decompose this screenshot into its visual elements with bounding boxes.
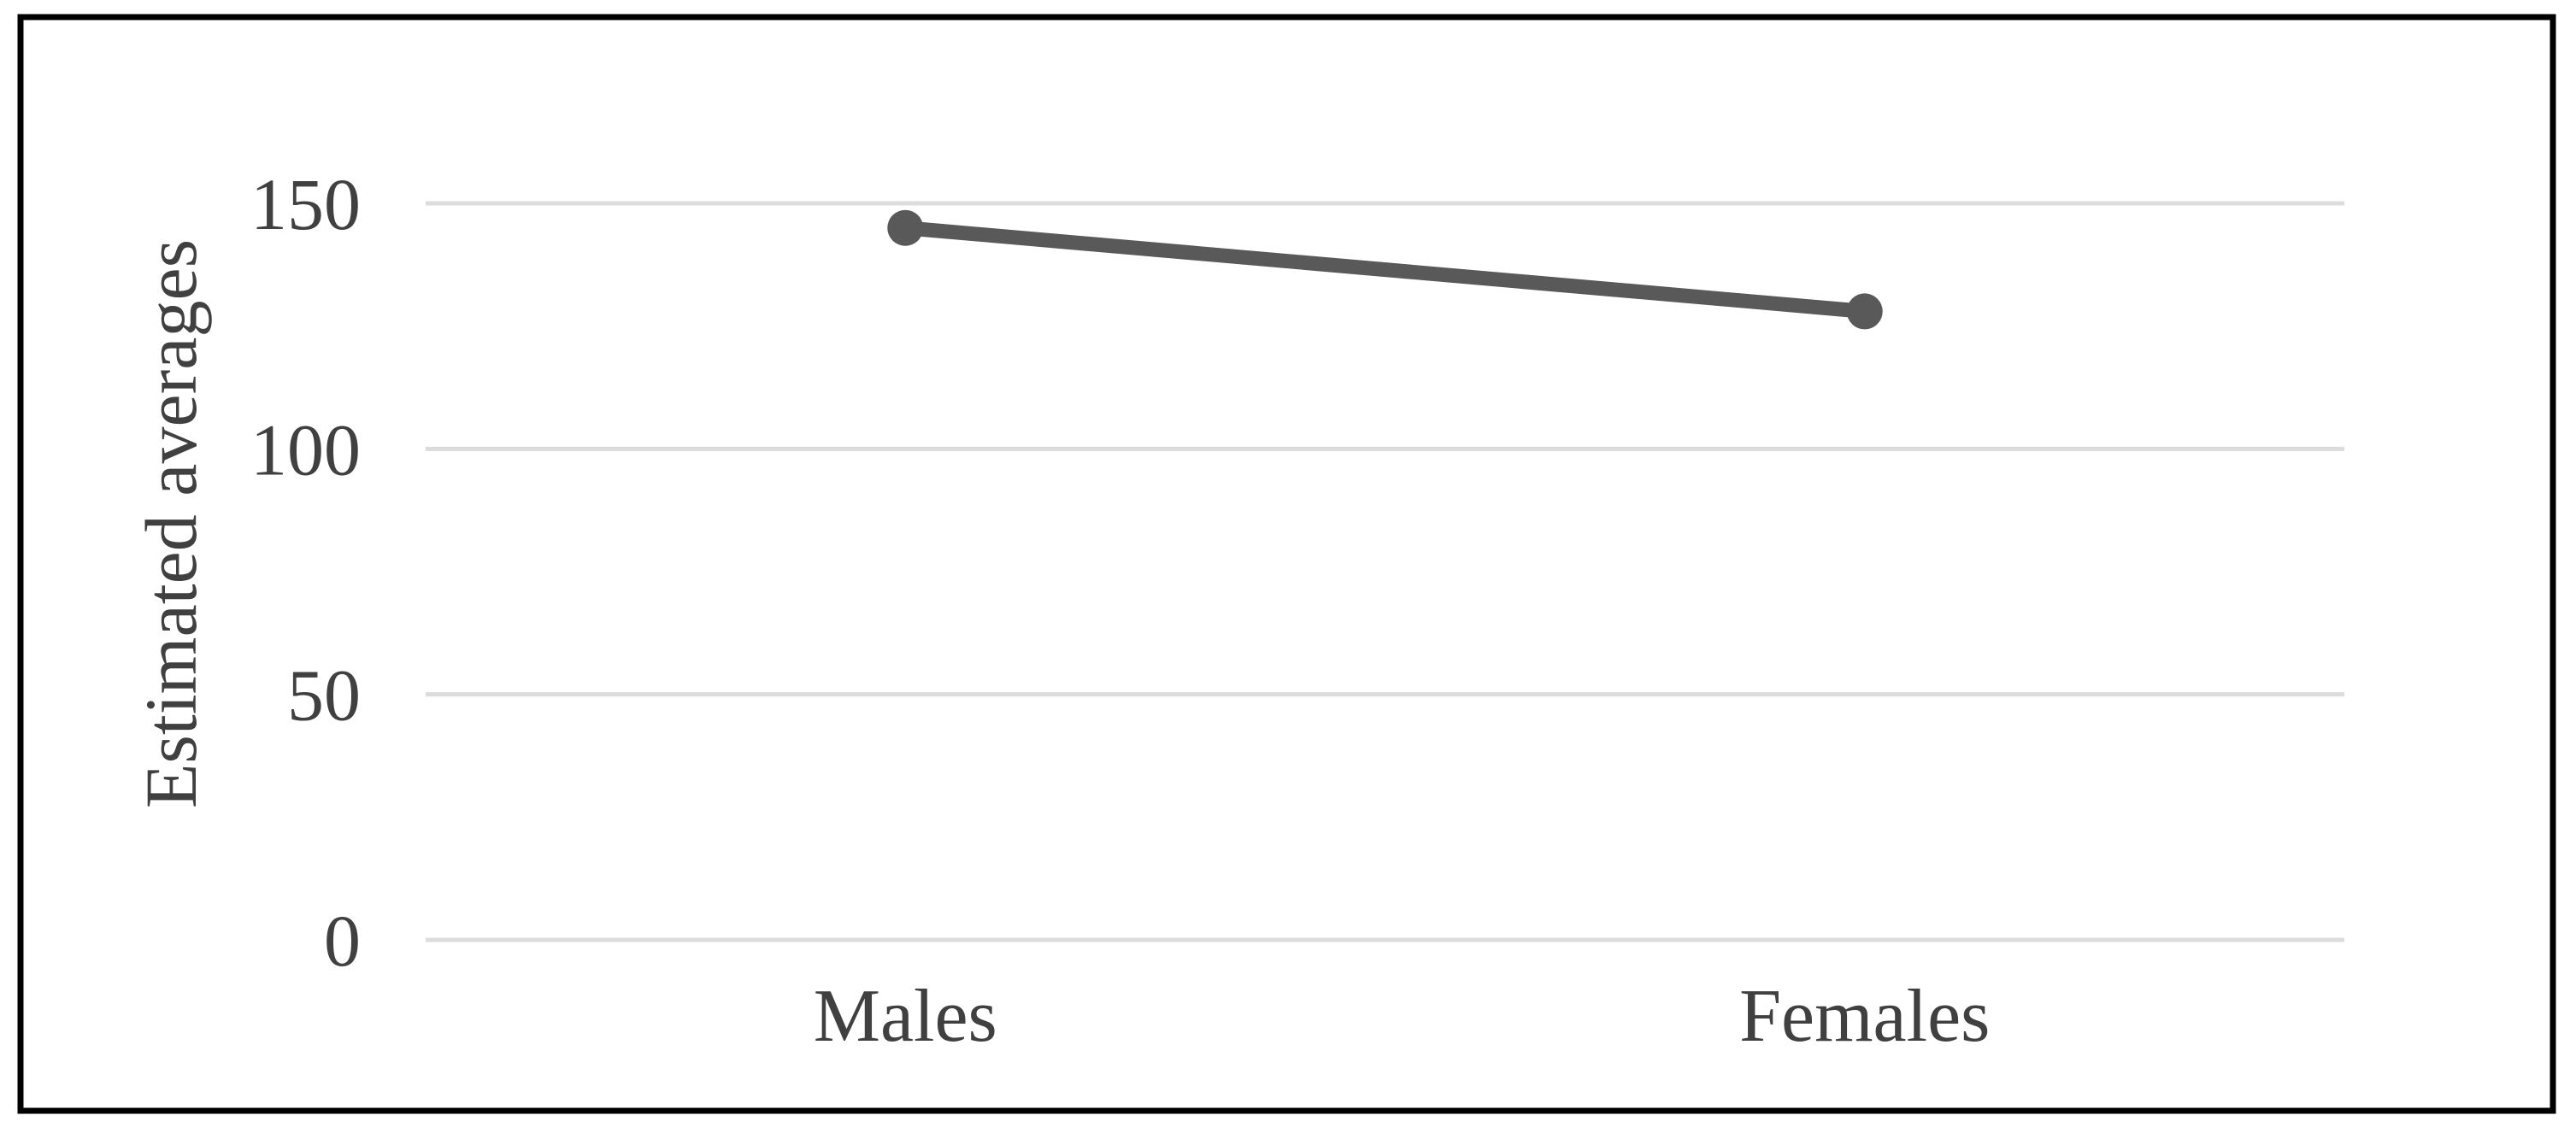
y-axis-title: Estimated averages xyxy=(130,239,212,808)
y-axis-tick-labels: 0 50 100 150 xyxy=(250,163,361,982)
gridlines xyxy=(426,201,2344,942)
y-tick-label-0: 0 xyxy=(324,900,361,982)
series-line xyxy=(897,220,1873,319)
data-series xyxy=(887,209,1883,330)
x-category-label-males: Males xyxy=(814,975,997,1058)
data-point-males xyxy=(887,209,924,246)
y-tick-label-50: 50 xyxy=(287,655,361,737)
x-category-label-females: Females xyxy=(1739,975,1990,1058)
y-tick-label-150: 150 xyxy=(250,163,361,245)
data-point-females xyxy=(1846,293,1883,330)
figure-border xyxy=(17,14,2556,1114)
x-axis-category-labels: Males Females xyxy=(814,975,1991,1058)
y-tick-label-100: 100 xyxy=(250,408,361,490)
